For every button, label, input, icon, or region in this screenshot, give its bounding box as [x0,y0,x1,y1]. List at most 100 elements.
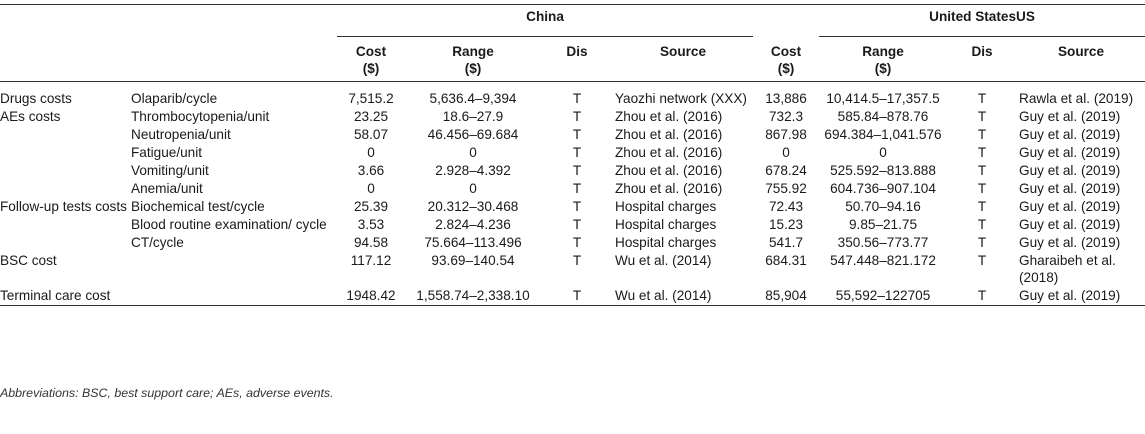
cn-cost-cell: 3.53 [357,217,385,232]
category-cell: Drugs costs [0,91,72,106]
cn-dis-header: Dis [566,44,588,59]
cn-dis-cell: T [572,109,582,124]
cn-cost-cell: 7,515.2 [348,91,394,106]
us-dis-cell: T [977,181,987,196]
us-dis-cell: T [977,127,987,142]
us-cost-header: Cost ($) [770,43,802,76]
us-dis-cell: T [977,109,987,124]
cn-cost-cell: 25.39 [353,199,389,214]
us-source-cell: Guy et al. (2019) [1019,288,1121,303]
us-cost-cell: 678.24 [765,163,807,178]
item-cell: Blood routine examination/ cycle [131,217,327,232]
cn-range-cell: 0 [469,145,477,160]
cn-range-cell: 2.824–4.236 [435,217,511,232]
us-cost-cell: 85,904 [765,288,807,303]
cn-range-cell: 5,636.4–9,394 [429,91,517,106]
cn-source-cell: Hospital charges [615,217,717,232]
us-source-cell: Gharaibeh et al. (2018) [1019,253,1116,285]
category-cell [0,126,131,144]
us-cost-cell: 15.23 [769,217,804,232]
us-source-header: Source [1057,44,1105,59]
us-source-cell: Guy et al. (2019) [1019,181,1121,196]
cn-cost-cell: 0 [367,181,375,196]
us-dis-cell: T [977,163,987,178]
us-cost-cell: 13,886 [765,91,807,106]
us-source-cell: Guy et al. (2019) [1019,145,1121,160]
cn-range-cell: 1,558.74–2,338.10 [416,288,530,303]
item-cell: Biochemical test/cycle [131,199,265,214]
item-cell: Anemia/unit [131,181,203,196]
category-cell [0,180,131,198]
cn-dis-cell: T [572,253,582,268]
us-dis-cell: T [977,235,987,250]
item-cell: Vomiting/unit [131,163,209,178]
us-dis-cell: T [977,91,987,106]
us-dis-cell: T [977,253,987,268]
category-cell [0,144,131,162]
cn-range-cell: 20.312–30.468 [427,199,519,214]
table-row: Follow-up tests costs Biochemical test/cy… [0,198,1145,216]
cn-dis-cell: T [572,145,582,160]
table-row: Neutropenia/unit 58.07 46.456–69.684 T Zhou … [0,126,1145,144]
us-source-cell: Guy et al. (2019) [1019,217,1121,232]
cn-range-cell: 2.928–4.392 [435,163,511,178]
us-cost-cell: 0 [782,145,790,160]
us-source-cell: Guy et al. (2019) [1019,235,1121,250]
cn-source-header: Source [659,44,707,59]
cn-dis-cell: T [572,217,582,232]
us-range-cell: 585.84–878.76 [837,109,929,124]
cn-range-cell: 46.456–69.684 [427,127,519,142]
us-range-cell: 55,592–122705 [835,288,931,303]
cn-dis-cell: T [572,288,582,303]
table-row: CT/cycle 94.58 75.664–113.496 T Hospital cha… [0,234,1145,252]
cn-cost-cell: 0 [367,145,375,160]
cn-cost-cell: 58.07 [353,127,389,142]
us-range-cell: 604.736–907.104 [830,181,936,196]
item-cell: Neutropenia/unit [131,127,231,142]
footnote: Abbreviations: BSC, best support care; A… [0,386,334,400]
us-dis-cell: T [977,145,987,160]
item-cell: CT/cycle [131,235,184,250]
us-range-cell: 50.70–94.16 [845,199,921,214]
china-group-header: China [337,4,754,37]
cn-range-cell: 75.664–113.496 [424,235,522,250]
us-range-cell: 694.384–1,041.576 [824,127,942,142]
cn-dis-cell: T [572,91,582,106]
us-cost-cell: 867.98 [765,127,807,142]
cn-cost-cell: 23.25 [353,109,389,124]
us-cost-cell: 732.3 [769,109,804,124]
cn-source-cell: Wu et al. (2014) [615,288,712,303]
item-cell: Fatigue/unit [131,145,203,160]
cn-dis-cell: T [572,235,582,250]
cn-source-cell: Zhou et al. (2016) [615,163,723,178]
cn-dis-cell: T [572,163,582,178]
table-row: Vomiting/unit 3.66 2.928–4.392 T Zhou et al.… [0,162,1145,180]
cost-parameters-table: China United StatesUS Cost ($) Range ($) D… [0,4,1145,306]
us-source-cell: Guy et al. (2019) [1019,163,1121,178]
category-cell: Terminal care cost [0,288,111,303]
us-source-cell: Rawla et al. (2019) [1019,91,1134,106]
us-group-header: United StatesUS [819,4,1145,37]
cn-source-cell: Yaozhi network (XXX) [615,91,747,106]
cn-cost-header: Cost ($) [355,44,387,76]
table-row: Anemia/unit 0 0 T Zhou et al. (2016) 755.92 60… [0,180,1145,198]
us-range-cell: 547.448–821.172 [830,253,936,268]
cn-source-cell: Hospital charges [615,199,717,214]
table-row: Drugs costs Olaparib/cycle 7,515.2 5,636.4–… [0,82,1145,109]
us-cost-cell: 541.7 [769,235,804,250]
us-range-header: Range ($) [862,44,904,76]
us-range-cell: 10,414.5–17,357.5 [826,91,940,106]
cn-source-cell: Zhou et al. (2016) [615,181,723,196]
cn-range-cell: 18.6–27.9 [442,109,504,124]
category-cell [0,216,131,234]
us-range-cell: 350.56–773.77 [837,235,929,250]
cn-range-cell: 93.69–140.54 [431,253,515,268]
cn-source-cell: Wu et al. (2014) [615,253,712,268]
us-source-cell: Guy et al. (2019) [1019,199,1121,214]
us-dis-cell: T [977,199,987,214]
us-dis-cell: T [977,217,987,232]
cn-cost-cell: 1948.42 [346,288,396,303]
item-cell: Olaparib/cycle [131,91,218,106]
category-cell: BSC cost [0,253,57,268]
table-row: Terminal care cost 1948.42 1,558.74–2,338.… [0,287,1145,306]
